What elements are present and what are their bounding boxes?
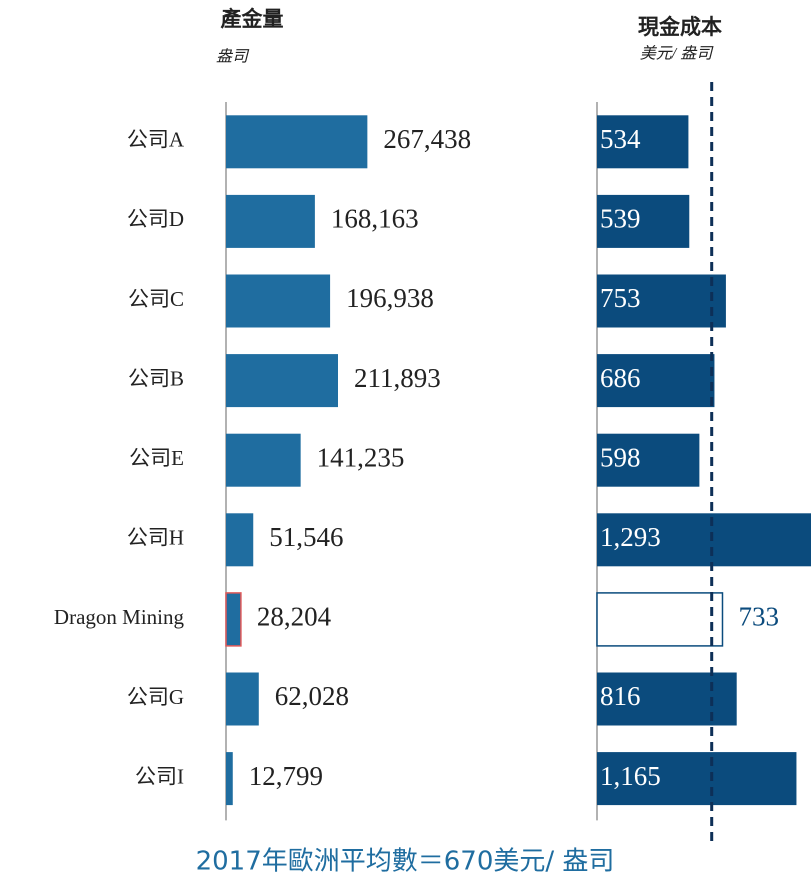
bar	[597, 672, 737, 726]
bar	[226, 672, 259, 726]
value-label: 211,893	[354, 363, 441, 393]
category-label: 公司D	[127, 207, 184, 231]
bar	[596, 592, 724, 647]
category-label: 公司I	[135, 764, 184, 788]
panel-title: 現金成本	[638, 15, 722, 39]
bar	[226, 433, 301, 487]
category-label: 公司A	[127, 128, 185, 152]
value-label: 686	[600, 363, 641, 393]
bar	[226, 274, 331, 328]
category-label: 公司B	[128, 366, 184, 390]
panel-subtitle: 美元/ 盎司	[640, 45, 714, 63]
value-label: 733	[738, 602, 779, 632]
category-label: Dragon Mining	[54, 605, 185, 629]
bar	[226, 513, 254, 567]
bar	[226, 354, 339, 408]
value-label: 816	[600, 681, 641, 711]
panel-subtitle: 盎司	[216, 48, 250, 66]
value-label: 539	[600, 204, 641, 234]
category-label: 公司E	[129, 446, 184, 470]
value-label: 1,165	[600, 761, 661, 791]
bar	[226, 752, 233, 806]
value-label: 534	[600, 124, 641, 154]
value-label: 62,028	[275, 681, 349, 711]
value-label: 598	[600, 442, 641, 472]
category-label: 公司H	[127, 526, 184, 550]
bar	[226, 194, 315, 248]
value-label: 12,799	[249, 761, 323, 791]
value-label: 28,204	[257, 602, 332, 632]
bar	[597, 513, 811, 567]
value-label: 267,438	[383, 124, 471, 154]
category-label: 公司G	[127, 685, 184, 709]
bar	[597, 354, 715, 408]
bar	[597, 274, 726, 328]
category-label: 公司C	[128, 287, 184, 311]
value-label: 168,163	[331, 204, 419, 234]
bar	[597, 194, 690, 248]
bar	[597, 752, 797, 806]
panel-title: 產金量	[221, 7, 284, 31]
annotation: 2017年歐洲平均數＝670美元/ 盎司	[196, 847, 615, 877]
value-label: 51,546	[269, 522, 343, 552]
bar	[597, 115, 689, 169]
value-label: 196,938	[346, 283, 434, 313]
bar	[226, 115, 368, 169]
bar	[597, 433, 700, 487]
bar	[225, 592, 242, 647]
value-label: 141,235	[317, 442, 405, 472]
value-label: 1,293	[600, 522, 661, 552]
value-label: 753	[600, 283, 641, 313]
